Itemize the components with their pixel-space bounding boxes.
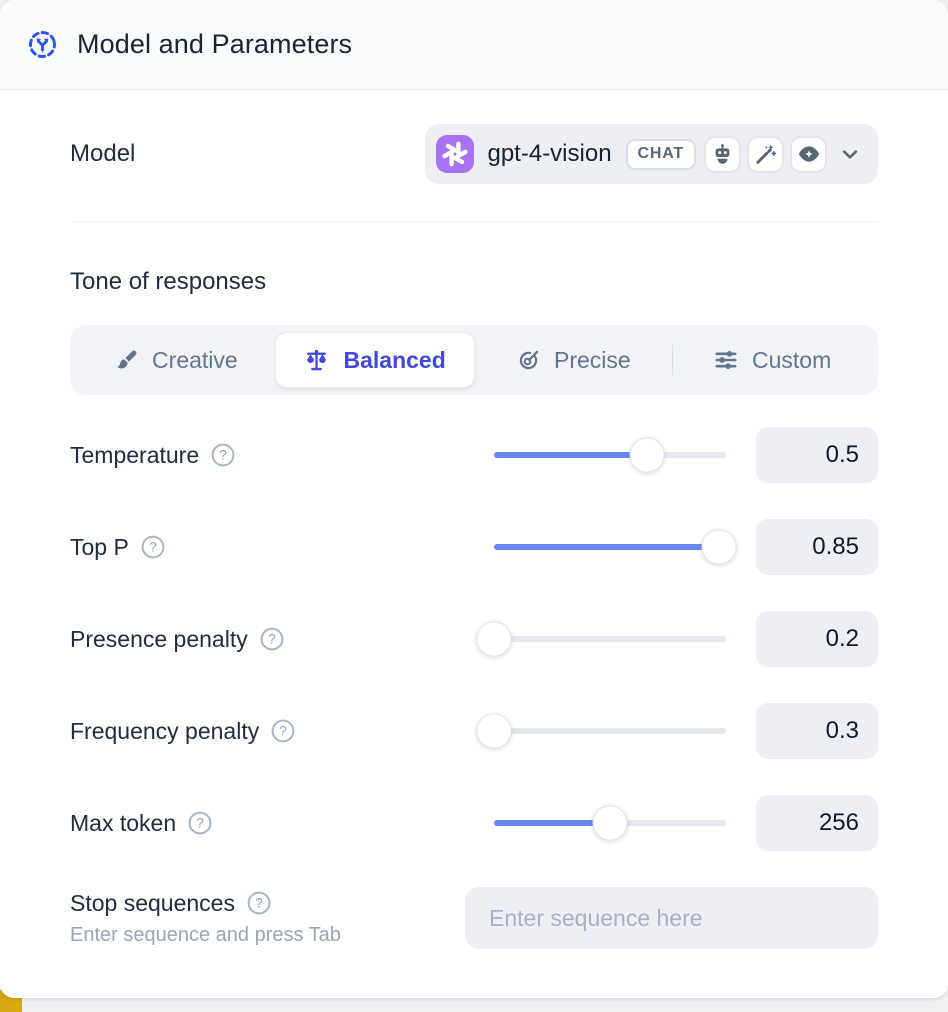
tone-heading: Tone of responses — [70, 268, 267, 295]
tone-option-balanced[interactable]: Balanced — [274, 332, 475, 388]
model-select-dropdown[interactable]: gpt-4-vision CHAT — [425, 124, 878, 184]
svg-text:?: ? — [279, 724, 287, 739]
section-divider — [70, 221, 878, 222]
presence-penalty-slider[interactable] — [476, 621, 726, 657]
tone-options-separator — [672, 345, 674, 375]
tone-option-label: Custom — [752, 346, 832, 373]
robot-icon — [704, 135, 741, 173]
frequency-penalty-slider[interactable] — [476, 713, 726, 749]
param-row-frequency-penalty: Frequency penalty ? 0.3 — [70, 685, 878, 777]
temperature-label: Temperature — [70, 441, 200, 468]
model-row: Model gpt-4-vision C — [70, 124, 878, 184]
svg-text:?: ? — [149, 540, 157, 555]
param-row-presence-penalty: Presence penalty ? 0.2 — [70, 593, 878, 685]
temperature-slider[interactable] — [494, 437, 726, 473]
presence-penalty-label: Presence penalty — [70, 625, 248, 652]
help-icon[interactable]: ? — [187, 810, 213, 836]
tone-option-custom[interactable]: Custom — [673, 332, 871, 388]
model-label: Model — [70, 140, 136, 167]
svg-text:?: ? — [219, 448, 227, 463]
slider-fill — [494, 452, 648, 458]
max-token-value[interactable]: 256 — [756, 795, 878, 851]
magic-wand-icon — [747, 135, 784, 173]
top-p-slider[interactable] — [494, 529, 737, 565]
tone-option-precise[interactable]: Precise — [475, 332, 673, 388]
tone-option-label: Balanced — [343, 346, 446, 373]
help-icon[interactable]: ? — [140, 534, 166, 560]
param-row-temperature: Temperature ? 0.5 — [70, 409, 878, 501]
max-token-label: Max token — [70, 809, 177, 836]
top-p-value[interactable]: 0.85 — [756, 519, 878, 575]
slider-thumb[interactable] — [629, 437, 665, 473]
slider-track[interactable] — [494, 636, 726, 642]
slider-track[interactable] — [494, 544, 726, 550]
frequency-penalty-value[interactable]: 0.3 — [756, 703, 878, 759]
svg-text:?: ? — [196, 816, 204, 831]
model-type-badge: CHAT — [625, 138, 696, 170]
tone-segmented-control: Creative Balanced — [70, 325, 878, 395]
openai-logo-icon — [436, 135, 475, 173]
selected-model-name: gpt-4-vision — [487, 140, 612, 167]
stop-sequences-row: Stop sequences ? Enter sequence and pres… — [70, 887, 878, 949]
slider-thumb[interactable] — [476, 621, 512, 657]
stop-sequences-helper: Enter sequence and press Tab — [70, 923, 341, 946]
help-icon[interactable]: ? — [259, 626, 285, 652]
sliders-icon — [713, 347, 739, 373]
target-icon — [516, 348, 541, 373]
slider-fill — [494, 544, 720, 550]
help-icon[interactable]: ? — [210, 442, 236, 468]
param-row-top-p: Top P ? 0.85 — [70, 501, 878, 593]
stop-sequences-label: Stop sequences — [70, 889, 235, 916]
panel-title: Model and Parameters — [77, 29, 353, 59]
slider-fill — [494, 820, 610, 826]
max-token-slider[interactable] — [494, 805, 726, 841]
panel-header: Model and Parameters — [0, 0, 948, 90]
chevron-down-icon — [838, 142, 862, 166]
tone-option-label: Creative — [152, 346, 238, 373]
param-row-max-token: Max token ? 256 — [70, 777, 878, 869]
stop-sequences-input[interactable] — [465, 887, 878, 949]
tone-option-label: Precise — [554, 346, 631, 373]
model-capability-badges — [704, 135, 827, 173]
slider-thumb[interactable] — [701, 529, 737, 565]
presence-penalty-value[interactable]: 0.2 — [756, 611, 878, 667]
svg-text:?: ? — [268, 632, 276, 647]
temperature-value[interactable]: 0.5 — [756, 427, 878, 483]
help-icon[interactable]: ? — [246, 890, 272, 916]
paintbrush-icon — [114, 348, 139, 373]
model-parameters-icon — [27, 29, 58, 60]
slider-thumb[interactable] — [592, 805, 628, 841]
balance-scale-icon — [303, 347, 330, 374]
help-icon[interactable]: ? — [270, 718, 296, 744]
slider-thumb[interactable] — [476, 713, 512, 749]
tone-option-creative[interactable]: Creative — [77, 332, 275, 388]
top-p-label: Top P — [70, 533, 129, 560]
svg-text:?: ? — [255, 896, 263, 911]
parameter-list: Temperature ? 0.5 Top P — [70, 409, 878, 869]
slider-track[interactable] — [494, 452, 726, 458]
slider-track[interactable] — [494, 728, 726, 734]
vision-eye-icon — [790, 135, 827, 173]
frequency-penalty-label: Frequency penalty — [70, 717, 260, 744]
